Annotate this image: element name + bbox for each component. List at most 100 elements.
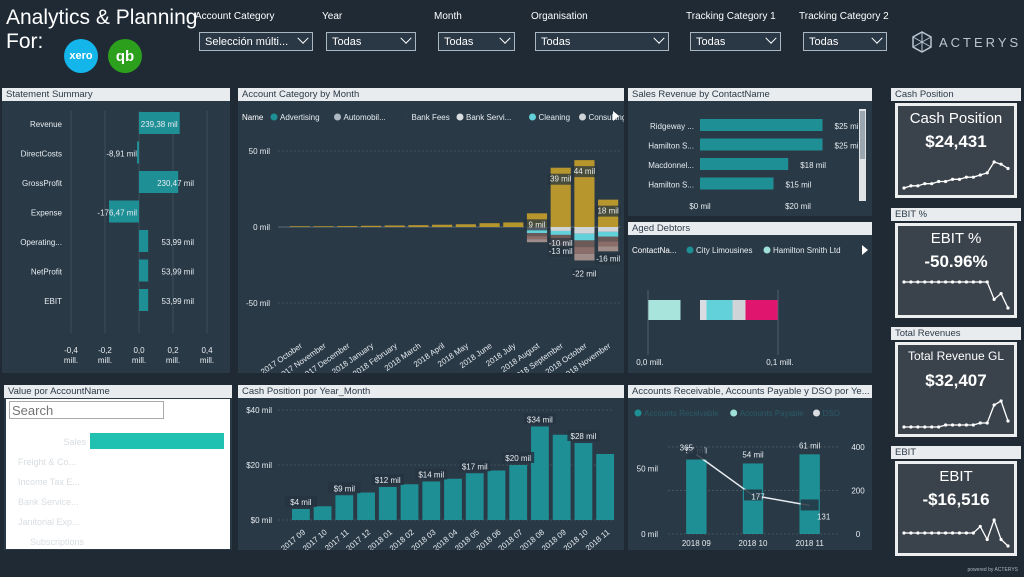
dso-label-bg (744, 489, 762, 501)
dso-label-bg (800, 499, 819, 511)
filter-dropdown-tracking-category-1[interactable]: Todas (690, 32, 781, 51)
x-tick-label: mill. (98, 356, 112, 365)
chevron-down-icon (400, 32, 412, 44)
qb-logo-text: qb (115, 47, 135, 65)
ar-ap-dso-chart: Accounts Receivable Accounts Payable DSO 0 … (634, 409, 865, 548)
y-tick-label: 0 mil (253, 223, 270, 232)
sparkline-point (923, 425, 927, 429)
legend-item: DSO (823, 409, 840, 418)
legend-item: Advertising (280, 113, 320, 122)
dso-data-label: 365 (680, 444, 694, 453)
data-label: $4 mil (290, 498, 312, 507)
kpi-title: Total Revenue GL (907, 349, 1005, 363)
account-bar-negative (526, 236, 548, 240)
x-tick-label: 2018 09 (682, 539, 711, 548)
filter-label: Tracking Category 1 (686, 11, 776, 22)
sparkline-point (909, 425, 913, 429)
filter-dropdown-year[interactable]: Todas (326, 32, 416, 51)
cash-bar (531, 426, 549, 520)
account-bar-negative (598, 241, 619, 247)
sparkline-point (992, 297, 996, 301)
filter-dropdown-account-category[interactable]: Selección múlti... (199, 32, 313, 51)
sparkline-point (999, 162, 1003, 166)
dropdown-value: Todas (332, 35, 362, 48)
cash-position-month-panel[interactable]: Cash Position por Year_Month $0 mil $20 m… (238, 385, 624, 550)
account-category-panel[interactable]: Account Category by Month Name Advertisin… (238, 88, 624, 373)
filter-dropdown-tracking-category-2[interactable]: Todas (803, 32, 887, 51)
x-tick-label: 2018 11 (584, 527, 612, 550)
sparkline-path (903, 161, 1009, 189)
bar-value-label: 53,99 mil (162, 268, 195, 277)
value-por-account-panel[interactable]: Value por AccountName Sales Freight & Co.… (4, 385, 232, 550)
account-value-bar (90, 433, 224, 449)
dropdown-value: Todas (696, 35, 726, 48)
filter-dropdown-month[interactable]: Todas (438, 32, 515, 51)
account-bar (337, 226, 358, 227)
sparkline-point (944, 280, 948, 284)
sparkline-point (950, 531, 955, 535)
kpi-value: $24,431 (925, 132, 987, 151)
chevron-down-icon (297, 32, 309, 44)
sparkline-point (1006, 419, 1010, 423)
ar-ap-dso-panel[interactable]: Accounts Receivable, Accounts Payable y … (628, 385, 872, 550)
sparkline-point (957, 531, 962, 535)
kpi-card-header: Cash Position (891, 88, 1021, 101)
kpi-card-3[interactable]: EBIT EBIT -$16,516 (891, 446, 1021, 558)
bar-value-label: $18 mil (800, 161, 826, 170)
statement-summary-panel[interactable]: Statement Summary -0,4 mill. -0,2 mill. 0,0 m… (2, 88, 230, 373)
x-tick-label: 2018 11 (796, 539, 825, 548)
data-label: $12 mil (375, 476, 401, 485)
aged-debtors-panel[interactable]: Aged Debtors ContactNa... City Limousines… (628, 222, 872, 373)
filter-label: Year (322, 11, 343, 22)
x-tick-label: 0,2 (167, 346, 179, 355)
search-input[interactable] (9, 401, 164, 419)
kpi-card-2[interactable]: Total Revenues Total Revenue GL $32,407 (891, 327, 1021, 439)
account-label: Subscriptions (30, 537, 85, 547)
account-bar-negative (598, 227, 619, 232)
data-label-bg (458, 460, 491, 472)
sparkline-point (930, 425, 934, 429)
chevron-down-icon (653, 32, 665, 44)
data-label-bg (571, 268, 598, 280)
legend-item: Cleaning (539, 113, 571, 122)
dropdown-value: Todas (444, 35, 474, 48)
bar-value-label: 53,99 mil (162, 238, 195, 247)
cash-bar (335, 495, 354, 520)
sparkline-point (964, 280, 968, 284)
dropdown-value: Selección múlti... (205, 35, 289, 48)
data-label-bg (328, 482, 361, 494)
data-label-bg (524, 219, 550, 231)
sparkline-point (944, 179, 948, 184)
y-tick-label: 50 mil (249, 147, 271, 156)
account-bar-negative (550, 227, 571, 231)
cash-bar (465, 473, 484, 520)
data-label: $17 mil (462, 462, 488, 471)
ar-bar (686, 459, 707, 534)
kpi-card-0[interactable]: Cash Position Cash Position $24,431 (891, 88, 1021, 200)
sales-revenue-panel[interactable]: Sales Revenue by ContactName Ridgeway ..… (628, 88, 872, 216)
sales-bar (700, 119, 823, 131)
data-label: $28 mil (571, 432, 597, 441)
sparkline-point (930, 531, 934, 535)
sparkline (902, 518, 1010, 548)
kpi-card-1[interactable]: EBIT % EBIT % -50.96% (891, 208, 1021, 320)
account-bar (432, 224, 453, 227)
data-label-bg (571, 166, 598, 178)
account-value-area: Sales Freight & Co... Income Tax E... Bank … (6, 399, 230, 549)
legend-dot (579, 113, 586, 121)
kpi-card-body: EBIT -$16,516 (895, 461, 1017, 556)
filter-dropdown-organisation[interactable]: Todas (535, 32, 669, 51)
dso-data-label: 131 (817, 512, 831, 521)
legend-item: Automobil... (344, 113, 386, 122)
legend-item: Consulting... (589, 113, 625, 122)
app-title: Analytics & Planning For: (6, 6, 197, 54)
cash-bar (313, 506, 332, 520)
legend-title: ContactNa... (632, 246, 676, 255)
sparkline-point (971, 423, 975, 427)
cash-bar (552, 434, 571, 520)
bar-value-label: -176,47 mil (97, 209, 137, 218)
bar-value-label: 239,38 mil (141, 120, 178, 129)
data-label: -13 mil (549, 247, 573, 256)
sparkline-point (964, 175, 968, 179)
account-label: Janitorial Exp... (18, 517, 80, 527)
